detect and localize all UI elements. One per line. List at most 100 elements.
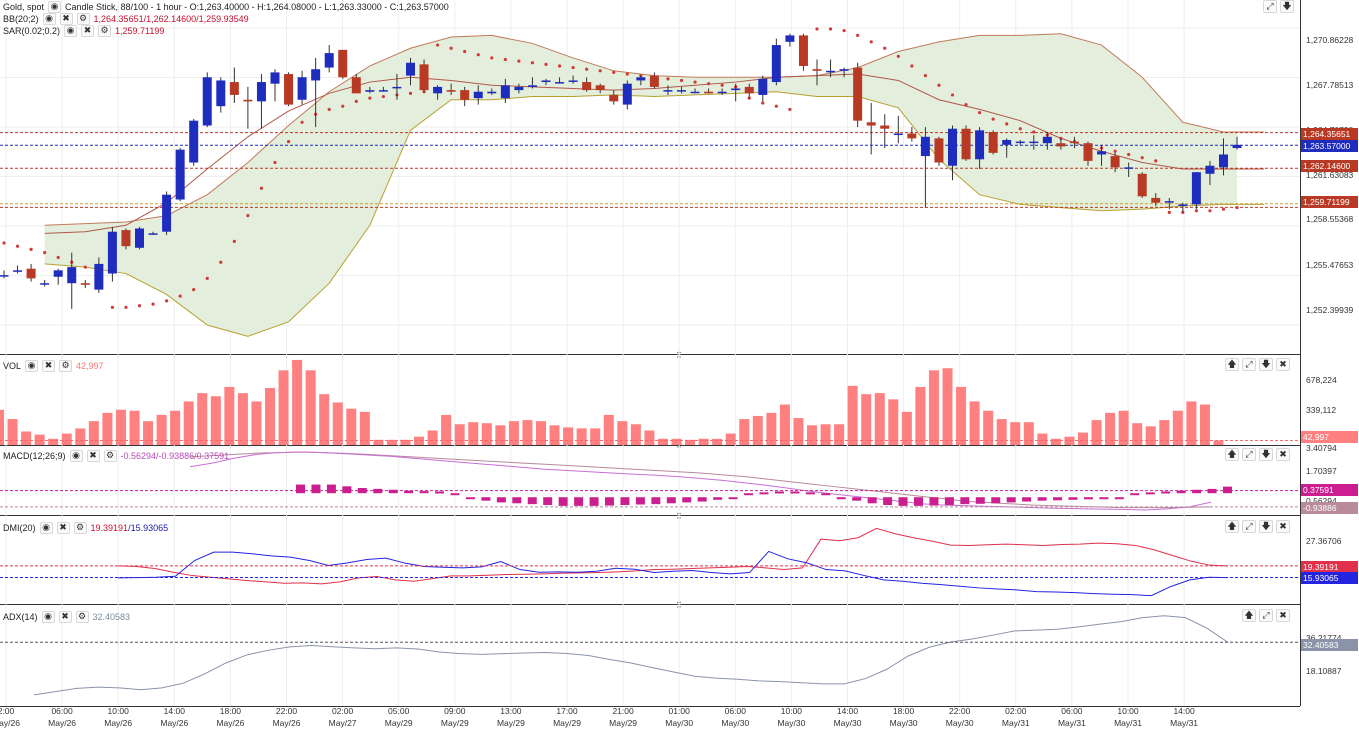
time-axis-label: 14:00 May/31 <box>1170 706 1199 728</box>
sar-dot <box>707 82 711 86</box>
candle-body <box>229 82 239 95</box>
close-icon[interactable]: ✖ <box>1276 358 1290 371</box>
macd-histogram-bar <box>651 497 661 505</box>
candle-body <box>1164 201 1174 203</box>
eye-icon[interactable]: ◉ <box>69 449 83 462</box>
sar-dot <box>557 64 562 68</box>
sar-dot <box>1059 136 1063 140</box>
volume-bar <box>685 439 696 445</box>
close-icon[interactable]: ✖ <box>56 521 70 534</box>
arrow-up-icon[interactable]: 🡅 <box>1225 358 1239 371</box>
sar-dot <box>883 46 887 50</box>
sar-dot <box>83 265 87 269</box>
candle-body <box>961 128 971 160</box>
volume-bar <box>834 424 845 445</box>
candle-body <box>649 75 659 87</box>
volume-bar <box>739 419 750 445</box>
time-axis-label: 10:00 May/26 <box>104 706 133 728</box>
candle-body <box>406 62 415 76</box>
gear-icon[interactable]: ⚙ <box>73 521 87 534</box>
candle-body <box>920 136 930 157</box>
arrow-down-icon[interactable]: 🡇 <box>1280 0 1294 13</box>
macd-histogram-bar <box>1083 497 1093 500</box>
sar-dot <box>503 57 507 62</box>
eye-icon[interactable]: ◉ <box>41 610 55 623</box>
macd-histogram-bar <box>914 497 923 506</box>
candle-body <box>690 91 700 94</box>
sar-dot <box>286 140 291 144</box>
eye-icon[interactable]: ◉ <box>64 24 78 37</box>
arrow-down-icon[interactable]: 🡇 <box>1259 520 1273 533</box>
gear-icon[interactable]: ⚙ <box>59 359 73 372</box>
eye-icon[interactable]: ◉ <box>39 521 53 534</box>
close-icon[interactable]: ✖ <box>81 24 95 37</box>
sar-label: SAR(0.02;0.2) <box>3 25 61 36</box>
close-icon[interactable]: ✖ <box>86 449 100 462</box>
dmi-plus-line <box>117 527 1229 585</box>
volume-bar <box>942 368 953 445</box>
candle-body <box>189 120 199 163</box>
sar-dot <box>2 241 6 245</box>
sar-dot <box>368 96 372 100</box>
volume-bar <box>1037 433 1048 445</box>
gear-icon[interactable]: ⚙ <box>103 449 117 462</box>
arrow-down-icon[interactable]: 🡇 <box>1259 358 1273 371</box>
volume-bar <box>21 431 32 445</box>
expand-icon[interactable]: ⤢ <box>1259 609 1273 622</box>
macd-histogram-bar <box>1022 497 1032 502</box>
volume-bar <box>332 402 343 445</box>
sar-dot <box>1140 156 1144 160</box>
sar-dot <box>679 78 684 83</box>
close-icon[interactable]: ✖ <box>1276 448 1290 461</box>
macd-histogram-bar <box>450 493 460 496</box>
volume-bar <box>197 393 208 445</box>
close-icon[interactable]: ✖ <box>59 12 73 25</box>
volume-bar <box>1172 410 1183 445</box>
volume-bar <box>752 415 763 445</box>
gear-icon[interactable]: ⚙ <box>98 24 112 37</box>
price-tag: 1,263.57000 <box>1301 140 1358 152</box>
expand-icon[interactable]: ⤢ <box>1242 448 1256 461</box>
macd-histogram-bar <box>326 484 336 494</box>
close-icon[interactable]: ✖ <box>1276 520 1290 533</box>
expand-icon[interactable]: ⤢ <box>1242 520 1256 533</box>
eye-icon[interactable]: ◉ <box>48 0 62 13</box>
arrow-up-icon[interactable]: 🡅 <box>1225 520 1239 533</box>
volume-bar <box>48 438 59 445</box>
volume-bar <box>143 421 154 445</box>
macd-value: -0.56294/-0.93886/0.37591 <box>120 450 230 461</box>
expand-icon[interactable]: ⤢ <box>1242 358 1256 371</box>
sar-dot <box>788 107 792 112</box>
arrow-down-icon[interactable]: 🡇 <box>1259 448 1273 461</box>
eye-icon[interactable]: ◉ <box>42 12 56 25</box>
candle-body <box>378 90 388 92</box>
close-icon[interactable]: ✖ <box>1276 609 1290 622</box>
arrow-up-icon[interactable]: 🡅 <box>1242 609 1256 622</box>
volume-bar <box>373 439 384 445</box>
sar-dot <box>56 255 60 260</box>
sar-dot <box>29 247 33 252</box>
volume-bar <box>1186 401 1197 445</box>
adx-line <box>33 615 1229 696</box>
candle-body <box>270 72 280 84</box>
close-icon[interactable]: ✖ <box>42 359 56 372</box>
macd-histogram-bar <box>759 492 769 495</box>
volume-bar <box>441 414 452 445</box>
expand-icon[interactable]: ⤢ <box>1263 0 1277 13</box>
macd-histogram-bar <box>342 486 352 494</box>
volume-bar <box>210 396 221 445</box>
gear-icon[interactable]: ⚙ <box>75 610 89 623</box>
close-icon[interactable]: ✖ <box>58 610 72 623</box>
candle-body <box>216 80 226 107</box>
time-axis-label: 21:00 May/29 <box>609 706 638 728</box>
sar-dot <box>585 67 589 71</box>
sar-dot <box>1005 122 1009 126</box>
macd-signal-line <box>189 451 1212 509</box>
instrument-label: Gold, spot <box>3 1 45 12</box>
arrow-up-icon[interactable]: 🡅 <box>1225 448 1239 461</box>
volume-bar <box>915 386 926 445</box>
sar-dot <box>666 77 670 81</box>
gear-icon[interactable]: ⚙ <box>76 12 90 25</box>
eye-icon[interactable]: ◉ <box>25 359 39 372</box>
